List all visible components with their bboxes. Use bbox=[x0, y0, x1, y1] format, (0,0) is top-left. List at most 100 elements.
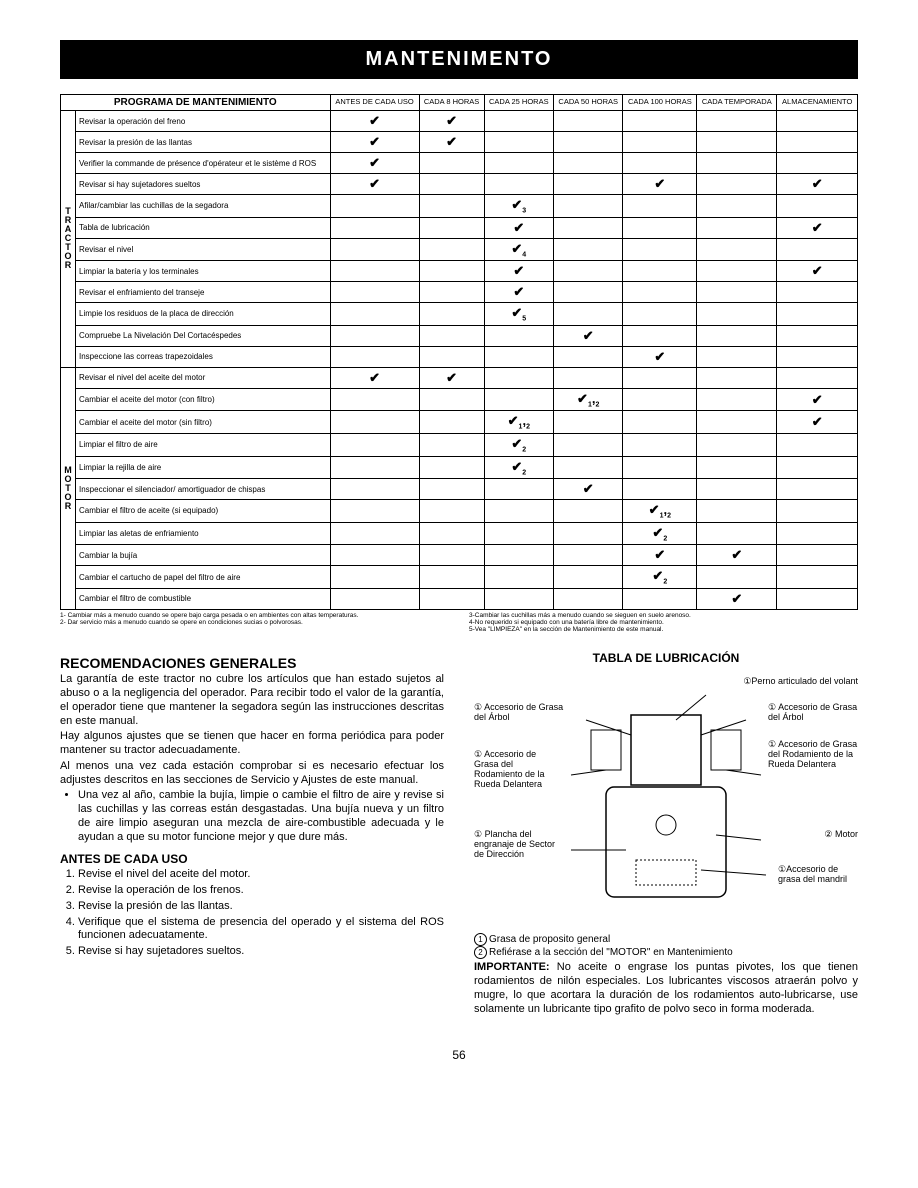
check-cell bbox=[419, 282, 484, 303]
label-arbol-r: ① Accesorio de Grasa del Árbol bbox=[768, 703, 858, 723]
check-cell bbox=[330, 238, 419, 261]
lubrication-title: TABLA DE LUBRICACIÓN bbox=[474, 651, 858, 665]
para-3: Al menos una vez cada estación comprobar… bbox=[60, 760, 444, 788]
row-label: Cambiar el aceite del motor (sin filtro) bbox=[76, 411, 331, 434]
check-cell bbox=[777, 303, 858, 326]
check-cell: ✔ bbox=[777, 261, 858, 282]
check-cell bbox=[554, 303, 623, 326]
col-2: CADA 25 HORAS bbox=[484, 95, 553, 111]
check-cell bbox=[554, 111, 623, 132]
check-cell bbox=[554, 195, 623, 218]
check-cell bbox=[697, 566, 777, 589]
check-cell bbox=[697, 367, 777, 388]
group-label: TRACTOR bbox=[61, 111, 76, 368]
check-cell: ✔ bbox=[484, 217, 553, 238]
check-cell bbox=[419, 522, 484, 545]
check-cell bbox=[484, 479, 553, 500]
check-cell: ✔1,2 bbox=[623, 500, 697, 523]
label-arbol-l: ① Accesorio de Grasa del Árbol bbox=[474, 703, 569, 723]
antes-item: Verifique que el sistema de presencia de… bbox=[78, 916, 444, 944]
antes-heading: ANTES DE CADA USO bbox=[60, 852, 444, 866]
check-cell bbox=[554, 153, 623, 174]
check-cell bbox=[330, 545, 419, 566]
check-cell bbox=[777, 195, 858, 218]
check-cell bbox=[777, 433, 858, 456]
check-cell bbox=[623, 195, 697, 218]
row-label: Tabla de lubricación bbox=[76, 217, 331, 238]
check-cell bbox=[777, 479, 858, 500]
check-cell bbox=[623, 456, 697, 479]
check-cell bbox=[777, 325, 858, 346]
check-cell bbox=[484, 388, 553, 411]
label-perno: ①Perno articulado del volant bbox=[743, 677, 858, 687]
check-cell bbox=[554, 132, 623, 153]
antes-item: Revise la presión de las llantas. bbox=[78, 900, 444, 914]
antes-item: Revise la operación de los frenos. bbox=[78, 884, 444, 898]
row-label: Limpiar el filtro de aire bbox=[76, 433, 331, 456]
check-cell bbox=[697, 217, 777, 238]
check-cell bbox=[330, 282, 419, 303]
check-cell bbox=[554, 500, 623, 523]
check-cell bbox=[330, 456, 419, 479]
check-cell bbox=[419, 433, 484, 456]
row-label: Cambiar el filtro de combustible bbox=[76, 588, 331, 609]
check-cell bbox=[419, 411, 484, 434]
check-cell bbox=[484, 588, 553, 609]
check-cell bbox=[419, 303, 484, 326]
check-cell bbox=[330, 566, 419, 589]
check-cell: ✔ bbox=[554, 479, 623, 500]
col-3: CADA 50 HORAS bbox=[554, 95, 623, 111]
check-cell bbox=[330, 346, 419, 367]
check-cell bbox=[330, 217, 419, 238]
check-cell bbox=[623, 325, 697, 346]
check-cell bbox=[484, 325, 553, 346]
check-cell bbox=[623, 588, 697, 609]
check-cell bbox=[697, 500, 777, 523]
check-cell bbox=[484, 174, 553, 195]
check-cell: ✔ bbox=[697, 588, 777, 609]
check-cell bbox=[554, 545, 623, 566]
check-cell bbox=[419, 588, 484, 609]
check-cell bbox=[330, 261, 419, 282]
check-cell bbox=[777, 282, 858, 303]
check-cell bbox=[777, 522, 858, 545]
check-cell bbox=[554, 367, 623, 388]
check-cell bbox=[484, 132, 553, 153]
importante-para: IMPORTANTE: No aceite o engrase los punt… bbox=[474, 961, 858, 1016]
row-label: Revisar el enfriamiento del transeje bbox=[76, 282, 331, 303]
check-cell bbox=[623, 153, 697, 174]
check-cell: ✔ bbox=[330, 153, 419, 174]
row-label: Afilar/cambiar las cuchillas de la segad… bbox=[76, 195, 331, 218]
check-cell: ✔ bbox=[697, 545, 777, 566]
check-cell: ✔ bbox=[554, 325, 623, 346]
row-label: Cambiar el aceite del motor (con filtro) bbox=[76, 388, 331, 411]
check-cell bbox=[330, 388, 419, 411]
check-cell: ✔ bbox=[484, 261, 553, 282]
check-cell: ✔2 bbox=[623, 566, 697, 589]
check-cell bbox=[419, 261, 484, 282]
check-cell bbox=[419, 195, 484, 218]
check-cell: ✔1,2 bbox=[554, 388, 623, 411]
check-cell bbox=[554, 522, 623, 545]
check-cell bbox=[777, 132, 858, 153]
maintenance-table: PROGRAMA DE MANTENIMIENTO ANTES DE CADA … bbox=[60, 94, 858, 610]
check-cell: ✔ bbox=[777, 411, 858, 434]
check-cell bbox=[697, 132, 777, 153]
check-cell bbox=[697, 153, 777, 174]
check-cell bbox=[777, 456, 858, 479]
row-label: Limpiar la batería y los terminales bbox=[76, 261, 331, 282]
check-cell bbox=[419, 174, 484, 195]
check-cell bbox=[330, 433, 419, 456]
check-cell: ✔ bbox=[777, 174, 858, 195]
check-cell bbox=[419, 153, 484, 174]
check-cell bbox=[419, 479, 484, 500]
check-cell bbox=[330, 479, 419, 500]
check-cell bbox=[419, 325, 484, 346]
row-label: Cambiar el filtro de aceite (si equipado… bbox=[76, 500, 331, 523]
check-cell bbox=[484, 346, 553, 367]
col-6: ALMACENAMIENTO bbox=[777, 95, 858, 111]
row-label: Inspeccione las correas trapezoidales bbox=[76, 346, 331, 367]
check-cell bbox=[484, 522, 553, 545]
label-motor: ② Motor bbox=[824, 830, 858, 840]
col-0: ANTES DE CADA USO bbox=[330, 95, 419, 111]
